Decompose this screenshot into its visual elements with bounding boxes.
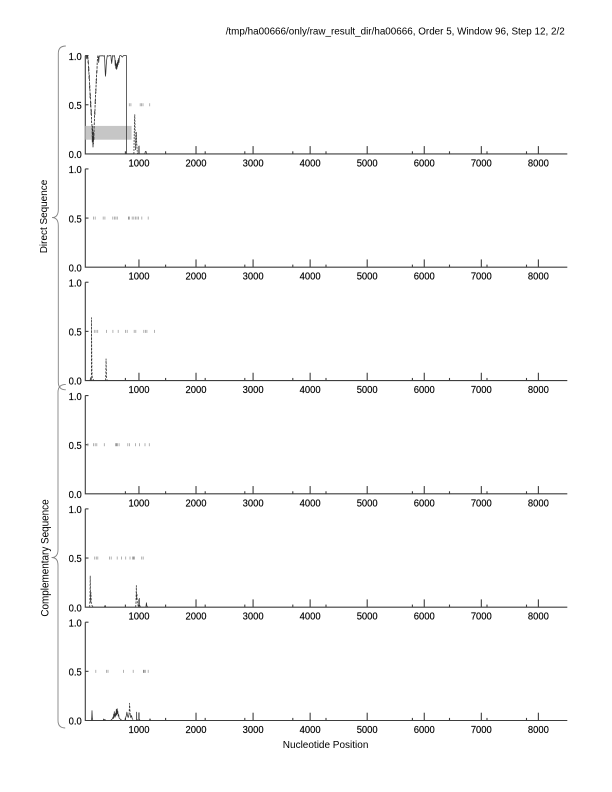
svg-text:0.5: 0.5 <box>69 441 83 452</box>
svg-text:4000: 4000 <box>300 272 321 283</box>
svg-text:1.0: 1.0 <box>69 52 83 63</box>
svg-text:0.0: 0.0 <box>69 377 83 388</box>
svg-text:5000: 5000 <box>357 498 378 509</box>
svg-text:Direct Sequence: Direct Sequence <box>39 179 50 253</box>
svg-text:8000: 8000 <box>528 272 549 283</box>
svg-text:1000: 1000 <box>128 725 149 736</box>
svg-text:3000: 3000 <box>243 498 264 509</box>
svg-text:1000: 1000 <box>128 272 149 283</box>
svg-text:Complementary Sequence: Complementary Sequence <box>39 499 51 616</box>
svg-text:0.5: 0.5 <box>69 668 83 679</box>
svg-text:0.0: 0.0 <box>69 263 83 274</box>
svg-text:0.5: 0.5 <box>69 554 83 565</box>
svg-text:5000: 5000 <box>357 385 378 396</box>
svg-text:0.0: 0.0 <box>69 717 83 728</box>
svg-text:5000: 5000 <box>357 272 378 283</box>
svg-text:3000: 3000 <box>243 725 264 736</box>
svg-text:8000: 8000 <box>528 158 549 169</box>
svg-text:Nucleotide Position: Nucleotide Position <box>283 740 369 751</box>
svg-text:3000: 3000 <box>243 272 264 283</box>
svg-text:8000: 8000 <box>528 612 549 623</box>
svg-text:0.0: 0.0 <box>69 490 83 501</box>
svg-text:/tmp/ha00666/only/raw_result_d: /tmp/ha00666/only/raw_result_dir/ha00666… <box>226 26 565 37</box>
svg-text:3000: 3000 <box>243 612 264 623</box>
svg-text:0.0: 0.0 <box>69 603 83 614</box>
svg-text:1000: 1000 <box>128 158 149 169</box>
svg-text:1000: 1000 <box>128 498 149 509</box>
svg-text:2000: 2000 <box>186 158 207 169</box>
svg-text:7000: 7000 <box>471 725 492 736</box>
svg-text:6000: 6000 <box>414 498 435 509</box>
svg-text:0.0: 0.0 <box>69 150 83 161</box>
svg-text:7000: 7000 <box>471 385 492 396</box>
svg-text:2000: 2000 <box>186 385 207 396</box>
svg-text:4000: 4000 <box>300 498 321 509</box>
svg-text:7000: 7000 <box>471 498 492 509</box>
svg-text:5000: 5000 <box>357 612 378 623</box>
svg-text:4000: 4000 <box>300 725 321 736</box>
svg-text:6000: 6000 <box>414 725 435 736</box>
svg-text:3000: 3000 <box>243 385 264 396</box>
svg-text:8000: 8000 <box>528 725 549 736</box>
svg-text:4000: 4000 <box>300 158 321 169</box>
svg-text:3000: 3000 <box>243 158 264 169</box>
svg-text:2000: 2000 <box>186 725 207 736</box>
svg-text:1.0: 1.0 <box>69 278 83 289</box>
svg-text:6000: 6000 <box>414 612 435 623</box>
svg-text:1.0: 1.0 <box>69 618 83 629</box>
svg-text:4000: 4000 <box>300 612 321 623</box>
svg-text:7000: 7000 <box>471 612 492 623</box>
svg-text:0.5: 0.5 <box>69 101 83 112</box>
svg-text:2000: 2000 <box>186 612 207 623</box>
svg-text:5000: 5000 <box>357 158 378 169</box>
svg-text:7000: 7000 <box>471 272 492 283</box>
svg-text:0.5: 0.5 <box>69 328 83 339</box>
svg-text:2000: 2000 <box>186 272 207 283</box>
svg-text:1000: 1000 <box>128 612 149 623</box>
svg-text:1000: 1000 <box>128 385 149 396</box>
svg-text:8000: 8000 <box>528 385 549 396</box>
svg-text:6000: 6000 <box>414 158 435 169</box>
svg-text:1.0: 1.0 <box>69 505 83 516</box>
svg-text:8000: 8000 <box>528 498 549 509</box>
svg-text:1.0: 1.0 <box>69 165 83 176</box>
svg-text:6000: 6000 <box>414 385 435 396</box>
svg-text:6000: 6000 <box>414 272 435 283</box>
svg-text:1.0: 1.0 <box>69 392 83 403</box>
svg-text:7000: 7000 <box>471 158 492 169</box>
svg-text:2000: 2000 <box>186 498 207 509</box>
svg-text:0.5: 0.5 <box>69 214 83 225</box>
svg-text:4000: 4000 <box>300 385 321 396</box>
svg-text:5000: 5000 <box>357 725 378 736</box>
